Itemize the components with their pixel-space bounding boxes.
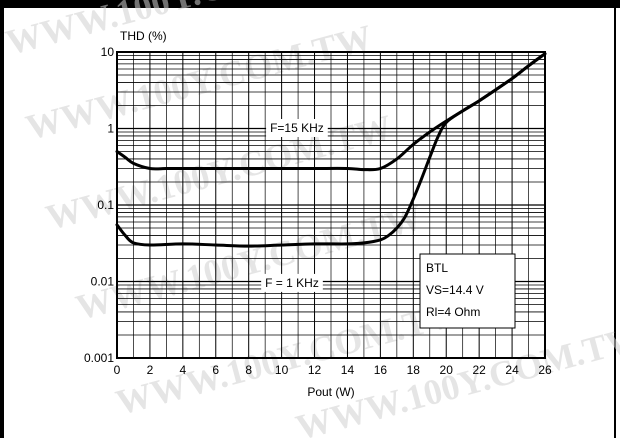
- x-tick-label: 24: [505, 363, 519, 377]
- x-tick-label: 22: [472, 363, 486, 377]
- x-tick-label: 6: [212, 363, 219, 377]
- series-label-1khz: F = 1 KHz: [265, 276, 319, 290]
- series-label-15khz: F=15 KHz: [270, 121, 324, 135]
- frame-left-border: [0, 0, 4, 438]
- y-tick-label: 0.001: [84, 351, 114, 365]
- x-tick-label: 14: [341, 363, 355, 377]
- x-axis-title: Pout (W): [307, 385, 354, 399]
- figure-frame: [4, 8, 616, 438]
- x-tick-label: 10: [275, 363, 289, 377]
- x-tick-label: 2: [147, 363, 154, 377]
- y-tick-label: 0.1: [97, 198, 114, 212]
- conditions-line: BTL: [426, 261, 448, 275]
- x-tick-label: 4: [180, 363, 187, 377]
- x-tick-label: 20: [440, 363, 454, 377]
- conditions-line: Rl=4 Ohm: [426, 305, 480, 319]
- x-tick-label: 18: [407, 363, 421, 377]
- x-tick-label: 16: [374, 363, 388, 377]
- x-tick-label: 12: [308, 363, 322, 377]
- x-tick-label: 26: [538, 363, 552, 377]
- series-layer: [115, 52, 547, 248]
- plot-area: [116, 51, 546, 359]
- series-line-1khz: [115, 52, 547, 248]
- y-tick-label: 0.01: [91, 275, 115, 289]
- conditions-line: VS=14.4 V: [426, 283, 484, 297]
- y-axis-title: THD (%): [120, 29, 167, 43]
- series-label-background: [266, 119, 328, 138]
- y-tick-label: 10: [101, 45, 115, 59]
- frame-top-border: [0, 0, 620, 8]
- curve-labels: F=15 KHz F = 1 KHz: [261, 119, 328, 292]
- conditions-box: BTL VS=14.4 V Rl=4 Ohm: [419, 253, 516, 329]
- series-label-background: [261, 273, 323, 292]
- x-tick-label: 0: [114, 363, 121, 377]
- x-tick-label: 8: [245, 363, 252, 377]
- y-tick-label: 1: [107, 122, 114, 136]
